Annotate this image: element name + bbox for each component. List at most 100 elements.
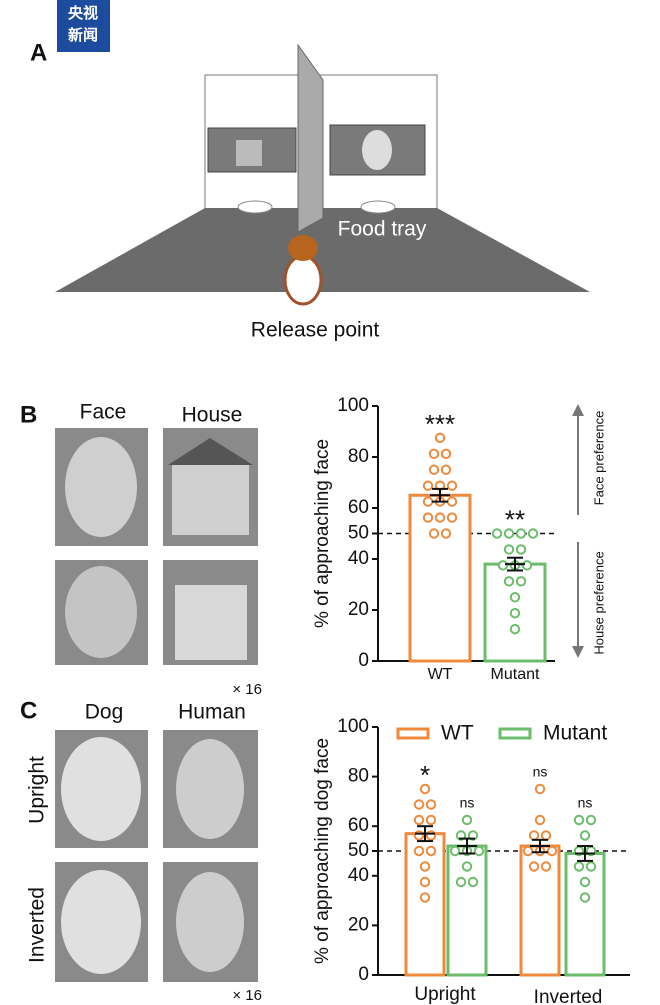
- data-point: [540, 861, 552, 872]
- logo-text: 央视: [68, 4, 98, 22]
- house: [172, 465, 249, 535]
- data-point: [573, 861, 585, 872]
- repeat-label: × 16: [232, 987, 262, 1004]
- data-point: [446, 512, 458, 523]
- data-point: [515, 544, 527, 555]
- y-tick-label: 50: [348, 840, 369, 861]
- face: [65, 566, 137, 658]
- data-point: [522, 845, 534, 857]
- annotation: ***: [425, 409, 455, 439]
- data-point: [440, 448, 452, 460]
- data-point: [509, 623, 521, 635]
- data-point: [428, 464, 440, 475]
- column-label: Human: [178, 701, 246, 724]
- face: [176, 739, 244, 839]
- logo-text: 新闻: [68, 26, 98, 44]
- data-point: [579, 892, 591, 903]
- data-point: [440, 464, 452, 475]
- data-point: [534, 783, 546, 795]
- face: [61, 737, 141, 841]
- data-point: [515, 528, 527, 539]
- bar: [519, 844, 561, 977]
- dog: [283, 254, 323, 306]
- annotation: **: [505, 504, 525, 534]
- data-point: [585, 814, 597, 826]
- data-point: [425, 830, 437, 841]
- data-point: [428, 448, 440, 460]
- face: [65, 437, 137, 537]
- data-point: [473, 845, 485, 857]
- repeat-label: × 16: [232, 681, 262, 698]
- data-point: [503, 528, 515, 539]
- food-tray: [360, 200, 396, 214]
- data-point: [419, 876, 431, 888]
- data-point: [425, 814, 437, 826]
- data-point: [521, 560, 533, 571]
- column-label: House: [182, 404, 243, 427]
- data-point: [503, 544, 515, 555]
- face: [61, 870, 141, 974]
- data-point: [455, 876, 467, 888]
- column-label: Dog: [85, 701, 124, 724]
- data-point: [419, 783, 431, 795]
- data-point: [425, 799, 437, 810]
- data-point: [440, 528, 452, 539]
- legend-label: WT: [441, 722, 474, 745]
- annotation: ns: [533, 764, 548, 780]
- data-point: [546, 845, 558, 857]
- data-point: [449, 845, 461, 857]
- data-point: [461, 861, 473, 872]
- annotation: Food tray: [338, 218, 427, 241]
- bar: [408, 493, 472, 663]
- data-point: [515, 576, 527, 587]
- data-point: [419, 861, 431, 872]
- x-tick-label: Inverted: [534, 987, 603, 1005]
- floor: [55, 208, 590, 292]
- data-point: [422, 512, 434, 523]
- data-point: [528, 861, 540, 872]
- y-axis-label: % of approaching face: [312, 439, 333, 628]
- dog-icon: [362, 130, 392, 170]
- y-tick-label: 100: [337, 716, 369, 737]
- data-point: [585, 861, 597, 872]
- roof: [168, 438, 253, 465]
- data-point: [534, 814, 546, 826]
- data-point: [413, 799, 425, 810]
- panel-label: B: [20, 401, 37, 428]
- y-tick-label: 0: [358, 650, 369, 671]
- data-point: [422, 496, 434, 507]
- data-point: [503, 576, 515, 587]
- data-point: [413, 814, 425, 826]
- annotation: Release point: [251, 319, 380, 342]
- annotation: ns: [578, 795, 593, 811]
- column-label: Face: [80, 401, 127, 424]
- annotation: *: [420, 760, 430, 790]
- data-point: [509, 592, 521, 603]
- y-tick-label: 100: [337, 395, 369, 416]
- data-point: [413, 845, 425, 857]
- y-tick-label: 20: [348, 599, 369, 620]
- y-tick-label: 40: [348, 548, 369, 569]
- divider: [297, 43, 324, 233]
- dog-head: [288, 235, 318, 261]
- y-tick-label: 50: [348, 523, 369, 544]
- bar: [564, 851, 606, 977]
- data-point: [527, 528, 539, 539]
- y-tick-label: 40: [348, 865, 369, 886]
- panel-label: A: [30, 39, 47, 66]
- bar: [404, 832, 446, 977]
- face: [176, 872, 244, 972]
- data-point: [491, 528, 503, 539]
- x-tick-label: Upright: [414, 984, 476, 1005]
- data-point: [497, 560, 509, 571]
- data-point: [446, 480, 458, 491]
- data-point: [434, 512, 446, 523]
- legend-swatch: [396, 727, 430, 740]
- y-tick-label: 0: [358, 964, 369, 985]
- arrow-head: [572, 646, 584, 658]
- data-point: [540, 830, 552, 841]
- legend-label: Mutant: [543, 722, 607, 745]
- y-tick-label: 80: [348, 766, 369, 787]
- data-point: [579, 830, 591, 841]
